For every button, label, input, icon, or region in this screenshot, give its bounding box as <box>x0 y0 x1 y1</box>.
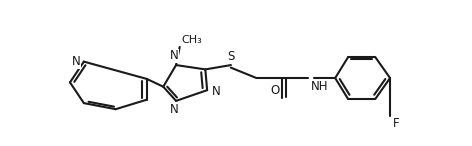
Text: N: N <box>170 49 178 62</box>
Text: NH: NH <box>311 80 328 93</box>
Text: S: S <box>227 50 235 63</box>
Text: O: O <box>270 84 279 97</box>
Text: CH₃: CH₃ <box>182 35 202 45</box>
Text: F: F <box>393 117 400 130</box>
Text: N: N <box>170 104 178 117</box>
Text: N: N <box>211 85 220 98</box>
Text: N: N <box>71 55 80 68</box>
